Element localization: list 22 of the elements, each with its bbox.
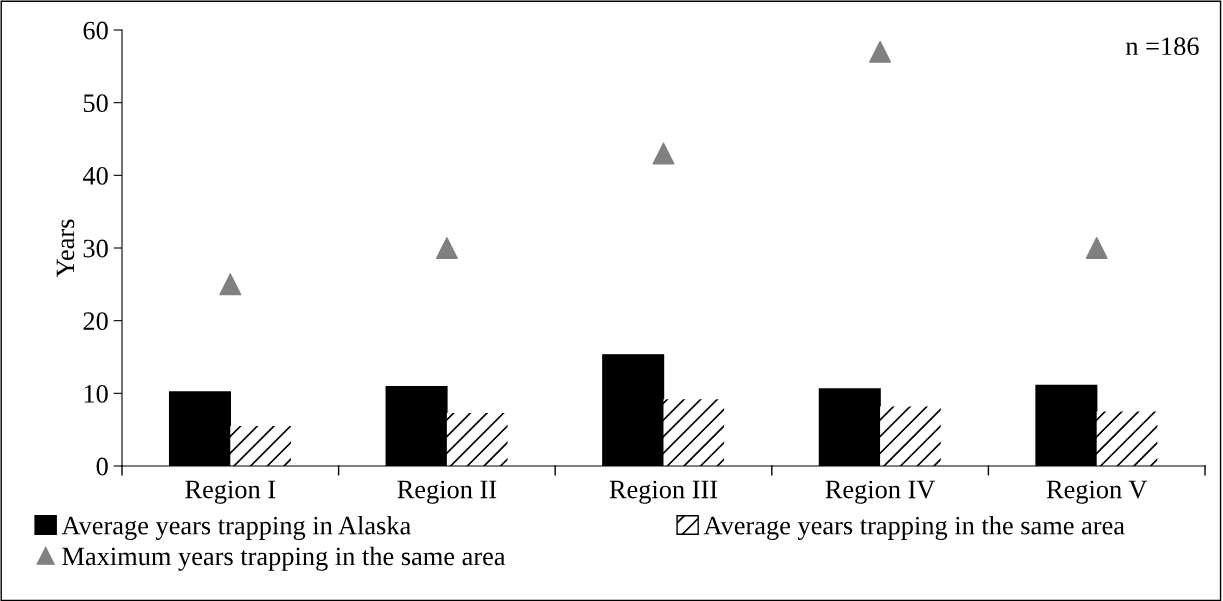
annotation: n =186 <box>1125 37 1199 56</box>
legend-label: Average years trapping in Alaska <box>61 515 411 540</box>
y-tick-label: 10 <box>84 384 108 403</box>
legend-label: Average years trapping in the same area <box>703 515 1125 540</box>
y-tick-label: 50 <box>83 94 108 113</box>
point <box>435 237 458 259</box>
x-tick-label: Region IV <box>825 480 936 504</box>
x-tick-label: Region II <box>397 480 497 504</box>
y-tick-label: 60 <box>83 21 108 40</box>
y-tick-label: 30 <box>83 239 108 258</box>
y-tick-label: 20 <box>83 312 108 331</box>
point <box>652 142 675 165</box>
y-tick-label: 0 <box>96 457 108 476</box>
x-tick-label: Region III <box>609 480 718 504</box>
point <box>219 273 242 296</box>
y-axis-title: Years <box>56 219 75 278</box>
point <box>869 40 892 63</box>
y-tick-label: 40 <box>82 166 108 185</box>
point <box>1085 237 1108 259</box>
x-tick-label: Region I <box>185 480 276 504</box>
legend-label: Maximum years trapping in the same area <box>62 546 506 571</box>
x-tick-label: Region V <box>1046 480 1148 504</box>
